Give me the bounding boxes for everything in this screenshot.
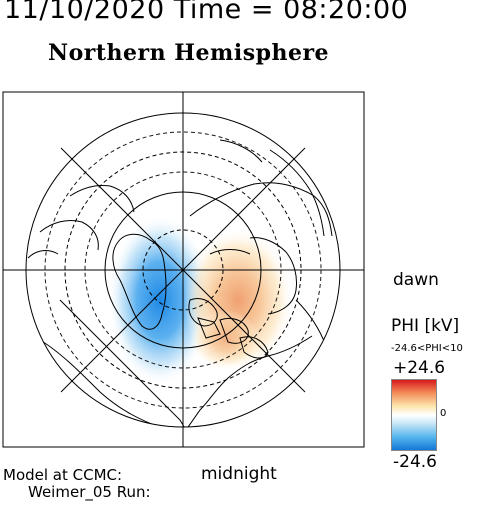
hemisphere-title: Northern Hemisphere [48, 40, 330, 66]
potential-patterns [108, 215, 293, 385]
colorbar-min-label: -24.6 [393, 452, 437, 472]
colorbar-zero-label: 0 [440, 408, 447, 419]
dawn-label: dawn [393, 270, 439, 290]
colorbar-title: PHI [kV] [391, 316, 460, 336]
colorbar-max-label: +24.6 [393, 358, 446, 378]
negative-potential-cell [108, 215, 212, 385]
frame-ticks [3, 92, 364, 447]
datetime-title: 11/10/2020 Time = 08:20:00 [4, 0, 409, 25]
coastlines [27, 139, 333, 427]
colorbar-range: -24.6<PHI<10 [391, 343, 463, 354]
midnight-label: midnight [201, 464, 277, 484]
model-label: Model at CCMC: [3, 466, 123, 484]
run-label: Weimer_05 Run: [28, 483, 151, 501]
meridian-lines [3, 92, 364, 447]
colorbar [391, 379, 437, 451]
